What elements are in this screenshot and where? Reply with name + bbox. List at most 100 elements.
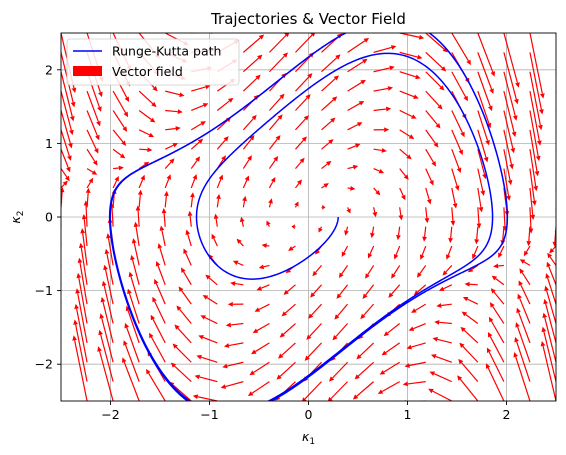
vector-field-arrow — [429, 371, 453, 383]
vector-field-arrow — [185, 229, 192, 247]
vector-field-arrow — [493, 263, 504, 269]
vector-field-arrow — [529, 168, 537, 206]
vector-field-arrow — [301, 381, 322, 401]
vector-field-arrow — [80, 228, 88, 266]
vector-field-arrow — [425, 187, 432, 205]
vector-field-arrow — [252, 323, 270, 334]
vector-field-arrow — [373, 148, 387, 153]
vector-field-arrow — [517, 293, 531, 324]
vector-field-arrow — [194, 374, 218, 383]
vector-field-arrow — [138, 129, 155, 138]
vector-field-arrow — [388, 284, 401, 298]
vector-field-arrow — [295, 157, 305, 169]
vector-field-arrow — [332, 323, 349, 341]
vector-field-arrow — [154, 278, 166, 305]
vector-field-arrow — [159, 225, 166, 247]
vector-field-arrow — [242, 74, 261, 92]
vector-field-arrow — [133, 221, 140, 247]
vector-field-arrow — [190, 174, 198, 189]
vector-field-arrow — [416, 265, 427, 278]
y-axis-label: κ2 — [8, 210, 26, 223]
y-tick-label: −2 — [35, 357, 53, 372]
vector-field-arrow — [451, 71, 468, 102]
vector-field-arrow — [61, 279, 62, 285]
vector-field-arrow — [336, 284, 349, 299]
vector-field-arrow — [373, 45, 397, 53]
vector-field-arrow — [399, 71, 421, 80]
vector-field-arrow — [491, 275, 505, 286]
vector-field-arrow — [163, 190, 169, 208]
vector-field-arrow — [503, 52, 519, 105]
vector-field-arrow — [451, 187, 458, 209]
trajectory-line — [108, 33, 509, 401]
vector-field-arrow — [294, 201, 299, 208]
vector-field-arrow — [308, 303, 322, 319]
vector-field-arrow — [446, 245, 453, 260]
vector-field-arrow — [310, 284, 322, 298]
vector-field-arrow — [436, 303, 452, 308]
vector-field-arrow — [396, 226, 401, 241]
vector-field-arrow — [137, 189, 143, 208]
vector-field-arrow — [164, 143, 179, 150]
vector-field-arrow — [344, 226, 349, 236]
vector-field-arrow — [399, 148, 412, 160]
vector-field-arrow — [329, 361, 349, 382]
vector-field-arrow — [555, 110, 556, 115]
vector-field-arrow — [157, 243, 166, 266]
vector-field-arrow — [138, 174, 145, 189]
vector-field-arrow — [424, 207, 430, 224]
vector-field-arrow — [86, 148, 98, 166]
x-tick-label: 1 — [404, 407, 412, 422]
vector-field-arrow — [220, 381, 244, 389]
vector-field-arrow — [86, 110, 100, 141]
vector-field-arrow — [222, 361, 244, 369]
vector-field-arrow — [227, 301, 244, 307]
vector-field-arrow — [200, 315, 218, 325]
vector-field-arrow — [529, 71, 543, 131]
vector-field-arrow — [402, 381, 426, 387]
vector-field-arrow — [101, 280, 114, 324]
vector-field-arrow — [196, 354, 218, 363]
vector-field-arrow — [225, 322, 244, 328]
vector-field-arrow — [288, 245, 296, 251]
vector-field-arrow — [487, 331, 505, 363]
vector-field-arrow — [216, 136, 229, 150]
vector-field-arrow — [321, 54, 341, 73]
vector-field-arrow — [428, 388, 453, 401]
vector-field-arrow — [138, 109, 156, 123]
vector-field-arrow — [346, 207, 351, 214]
vector-field-arrow — [399, 129, 415, 139]
vector-field-arrow — [242, 155, 252, 169]
vector-field-arrow — [555, 91, 556, 96]
vector-field-arrow — [404, 361, 426, 368]
vector-field-arrow — [61, 71, 75, 122]
vector-field-arrow — [334, 303, 349, 320]
y-tick-label: 0 — [45, 210, 53, 225]
vector-field-arrow — [112, 129, 127, 146]
x-tick-label: 0 — [305, 407, 313, 422]
vector-field-arrow — [77, 257, 88, 305]
vector-field-arrow — [373, 86, 394, 92]
vector-field-arrow — [373, 168, 385, 174]
vector-field-arrow — [242, 175, 250, 189]
vector-field-arrow — [546, 261, 556, 286]
vector-field-arrow — [304, 342, 322, 361]
vector-field-arrow — [190, 138, 204, 150]
vector-field-arrow — [467, 264, 479, 273]
axis-ticks: −2 −1 0 1 2 −2 −1 0 1 2 — [35, 62, 511, 422]
vector-field-arrow — [488, 316, 505, 344]
vector-field-arrow — [131, 238, 140, 266]
grid — [61, 33, 556, 401]
vector-field-arrow — [486, 347, 505, 382]
vector-field-arrow — [183, 248, 192, 266]
y-tick-label: 1 — [45, 136, 53, 151]
vector-field-arrow — [347, 79, 366, 92]
vector-field-arrow — [362, 284, 375, 299]
vector-field-arrow — [268, 198, 273, 208]
vector-field-arrow — [312, 265, 322, 277]
vector-field-arrow — [399, 33, 425, 40]
vector-field-arrow — [425, 129, 439, 148]
vector-field-arrow — [258, 264, 270, 270]
vector-field-arrow — [477, 168, 486, 196]
